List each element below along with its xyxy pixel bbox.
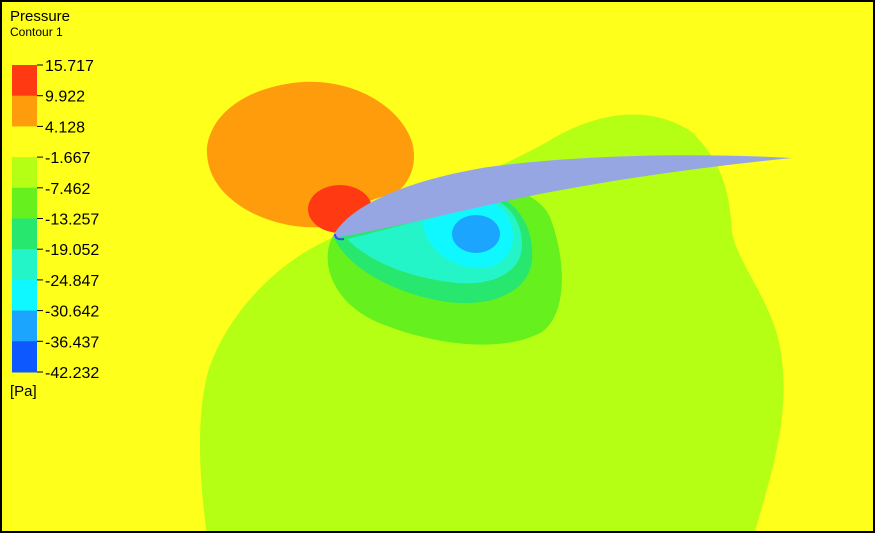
legend-band-1 [12,95,37,127]
legend-band-0 [12,65,37,97]
legend-band-4 [12,187,37,219]
legend-subtitle: Contour 1 [10,25,63,39]
legend-unit: [Pa] [10,383,37,400]
legend-tick-label-8: -30.642 [45,304,99,321]
legend-band-9 [12,341,37,373]
legend-tick-labels: 15.717 9.922 4.128 -1.667 -7.462 -13.257 -19.0… [37,58,99,382]
legend-tick-label-9: -36.437 [45,334,99,351]
legend-tick-label-5: -13.257 [45,212,99,229]
legend-tick-label-1: 9.922 [45,89,85,106]
legend-tick-label-10: -42.232 [45,365,99,382]
legend-tick-label-4: -7.462 [45,181,90,198]
airfoil-shape [332,155,792,238]
legend-tick-label-3: -1.667 [45,150,90,167]
legend-title: Pressure [10,8,71,25]
legend-band-5 [12,218,37,250]
legend-band-8 [12,310,37,342]
legend-tick-label-7: -24.847 [45,273,99,290]
legend-color-bar [12,65,37,373]
band-blue-region [452,215,500,253]
legend-tick-label-6: -19.052 [45,242,99,259]
legend-tick-label-2: 4.128 [45,119,85,136]
band-orange-region [206,81,414,228]
legend-tick-label-0: 15.717 [45,58,94,75]
legend-band-2 [12,126,37,158]
airfoil-leading-edge [334,233,345,241]
legend-band-7 [12,279,37,312]
legend-band-3 [12,157,37,189]
legend-band-6 [12,249,37,281]
